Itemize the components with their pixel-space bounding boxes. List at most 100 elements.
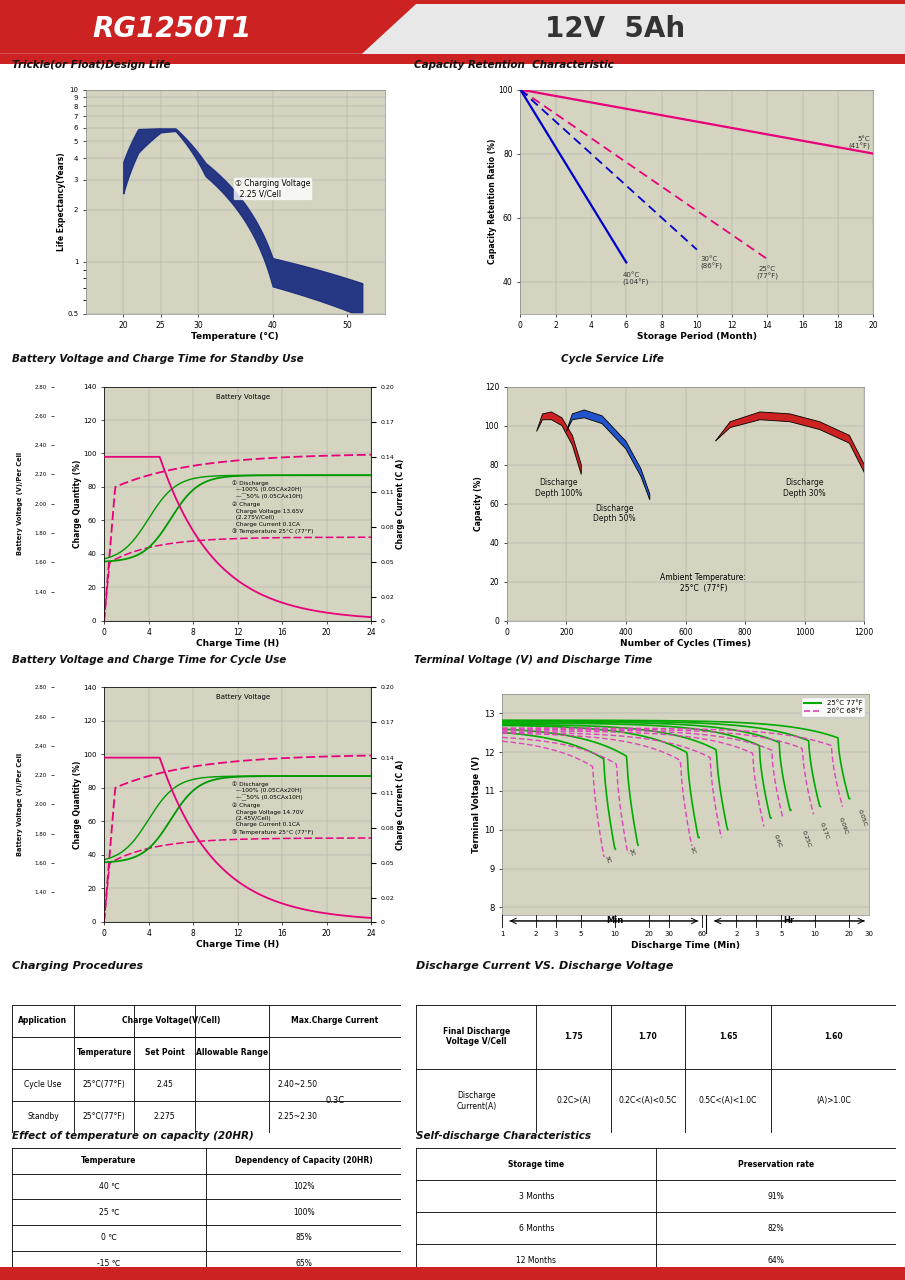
Y-axis label: Terminal Voltage (V): Terminal Voltage (V) <box>472 756 481 852</box>
Text: Dependency of Capacity (20HR): Dependency of Capacity (20HR) <box>234 1156 373 1166</box>
Text: 2.25~2.30: 2.25~2.30 <box>278 1112 318 1121</box>
Text: ① Discharge
  —100% (0.05CAx20H)
  —⁐50% (0.05CAx10H)
② Charge
  Charge Voltage : ① Discharge —100% (0.05CAx20H) —⁐50% (0.… <box>233 480 314 534</box>
Text: 30: 30 <box>864 931 873 937</box>
Text: 25°C(77°F): 25°C(77°F) <box>83 1080 126 1089</box>
Text: 2: 2 <box>734 931 738 937</box>
Text: 0 ℃: 0 ℃ <box>101 1233 117 1243</box>
Text: Hr: Hr <box>783 916 795 925</box>
Text: 0.25C: 0.25C <box>801 829 812 849</box>
Text: 2.45: 2.45 <box>156 1080 173 1089</box>
Text: Discharge
Depth 100%: Discharge Depth 100% <box>535 479 583 498</box>
Text: Discharge
Depth 30%: Discharge Depth 30% <box>784 479 826 498</box>
Text: 12 Months: 12 Months <box>516 1256 557 1265</box>
Text: Max.Charge Current: Max.Charge Current <box>291 1016 378 1025</box>
Text: 100%: 100% <box>293 1207 314 1217</box>
Text: Temperature: Temperature <box>81 1156 137 1166</box>
Text: 0.5C<(A)<1.0C: 0.5C<(A)<1.0C <box>699 1096 757 1106</box>
Text: 2: 2 <box>534 931 538 937</box>
Text: 30: 30 <box>664 931 673 937</box>
Text: 91%: 91% <box>767 1192 785 1201</box>
Text: 0.09C: 0.09C <box>837 817 849 835</box>
Polygon shape <box>567 410 650 499</box>
Text: Final Discharge
Voltage V/Cell: Final Discharge Voltage V/Cell <box>443 1027 510 1047</box>
X-axis label: Charge Time (H): Charge Time (H) <box>196 639 279 648</box>
Text: Ambient Temperature:
25°C  (77°F): Ambient Temperature: 25°C (77°F) <box>661 573 747 593</box>
X-axis label: Number of Cycles (Times): Number of Cycles (Times) <box>620 639 751 648</box>
Text: 1.60: 1.60 <box>824 1032 843 1042</box>
Polygon shape <box>715 412 864 472</box>
Text: Capacity Retention  Characteristic: Capacity Retention Characteristic <box>414 60 614 70</box>
Text: Charging Procedures: Charging Procedures <box>12 961 143 972</box>
Text: Set Point: Set Point <box>145 1048 185 1057</box>
Text: 40 ℃: 40 ℃ <box>99 1181 119 1192</box>
Text: 3C: 3C <box>604 855 612 864</box>
Text: 3: 3 <box>554 931 558 937</box>
Text: 0.2C>(A): 0.2C>(A) <box>556 1096 591 1106</box>
Text: 20: 20 <box>844 931 853 937</box>
Text: (A)>1.0C: (A)>1.0C <box>816 1096 851 1106</box>
Text: 1.75: 1.75 <box>564 1032 583 1042</box>
Text: Discharge Time (Min): Discharge Time (Min) <box>631 941 739 950</box>
Text: 20: 20 <box>644 931 653 937</box>
Text: 5: 5 <box>779 931 784 937</box>
Text: 0.3C: 0.3C <box>325 1096 344 1106</box>
Text: 30°C
(86°F): 30°C (86°F) <box>700 256 722 270</box>
Text: 5: 5 <box>579 931 583 937</box>
Text: 64%: 64% <box>767 1256 785 1265</box>
Text: 0.05C: 0.05C <box>856 809 867 827</box>
Y-axis label: Charge Current (C A): Charge Current (C A) <box>395 759 405 850</box>
Text: Trickle(or Float)Design Life: Trickle(or Float)Design Life <box>12 60 170 70</box>
Text: Temperature: Temperature <box>77 1048 132 1057</box>
Text: Battery Voltage and Charge Time for Cycle Use: Battery Voltage and Charge Time for Cycl… <box>12 655 286 666</box>
Polygon shape <box>0 4 416 54</box>
Text: 5°C
(41°F): 5°C (41°F) <box>848 136 870 151</box>
Text: 1.65: 1.65 <box>719 1032 738 1042</box>
Text: Battery Voltage (V)/Per Cell: Battery Voltage (V)/Per Cell <box>17 452 23 556</box>
Text: 25°C
(77°F): 25°C (77°F) <box>757 266 778 280</box>
Text: Battery Voltage (V)/Per Cell: Battery Voltage (V)/Per Cell <box>17 753 23 856</box>
Text: Battery Voltage and Charge Time for Standby Use: Battery Voltage and Charge Time for Stan… <box>12 355 303 365</box>
Text: ① Discharge
  —100% (0.05CAx20H)
  —⁐50% (0.05CAx10H)
② Charge
  Charge Voltage : ① Discharge —100% (0.05CAx20H) —⁐50% (0.… <box>233 781 314 835</box>
Text: Application: Application <box>18 1016 68 1025</box>
Text: RG1250T1: RG1250T1 <box>92 15 252 44</box>
Text: 1.70: 1.70 <box>638 1032 657 1042</box>
Bar <box>0 0 905 4</box>
Text: 25 ℃: 25 ℃ <box>99 1207 119 1217</box>
Text: 102%: 102% <box>293 1181 314 1192</box>
Text: Battery Voltage: Battery Voltage <box>215 694 270 700</box>
Text: 82%: 82% <box>767 1224 785 1233</box>
Text: 60: 60 <box>698 931 707 937</box>
X-axis label: Charge Time (H): Charge Time (H) <box>196 940 279 948</box>
Text: 25°C(77°F): 25°C(77°F) <box>83 1112 126 1121</box>
Text: Terminal Voltage (V) and Discharge Time: Terminal Voltage (V) and Discharge Time <box>414 655 653 666</box>
Y-axis label: Capacity (%): Capacity (%) <box>474 476 483 531</box>
Text: 1C: 1C <box>689 845 696 855</box>
Text: 2C: 2C <box>628 847 635 856</box>
Text: Cycle Service Life: Cycle Service Life <box>561 355 664 365</box>
Polygon shape <box>537 412 581 475</box>
Text: Self-discharge Characteristics: Self-discharge Characteristics <box>416 1132 591 1142</box>
Text: Effect of temperature on capacity (20HR): Effect of temperature on capacity (20HR) <box>12 1132 253 1142</box>
Text: 3 Months: 3 Months <box>519 1192 554 1201</box>
Text: 0.2C<(A)<0.5C: 0.2C<(A)<0.5C <box>618 1096 677 1106</box>
Text: 1: 1 <box>500 931 504 937</box>
Text: Min: Min <box>606 916 624 925</box>
Y-axis label: Charge Current (C A): Charge Current (C A) <box>395 458 405 549</box>
Text: 2.275: 2.275 <box>154 1112 176 1121</box>
Text: 10: 10 <box>610 931 619 937</box>
Text: Charge Voltage(V/Cell): Charge Voltage(V/Cell) <box>122 1016 221 1025</box>
Y-axis label: Capacity Retention Ratio (%): Capacity Retention Ratio (%) <box>488 140 497 264</box>
Y-axis label: Life Expectancy(Years): Life Expectancy(Years) <box>57 152 66 251</box>
Text: 0.6C: 0.6C <box>772 833 782 849</box>
Text: ① Charging Voltage
  2.25 V/Cell: ① Charging Voltage 2.25 V/Cell <box>235 179 310 198</box>
Text: 65%: 65% <box>295 1258 312 1268</box>
Legend: 25°C 77°F, 20°C 68°F: 25°C 77°F, 20°C 68°F <box>801 698 865 717</box>
Text: 0.17C: 0.17C <box>819 822 830 841</box>
Text: 3: 3 <box>754 931 758 937</box>
Text: 6 Months: 6 Months <box>519 1224 554 1233</box>
Text: 2.40~2.50: 2.40~2.50 <box>278 1080 318 1089</box>
Text: Battery Voltage: Battery Voltage <box>215 393 270 399</box>
Text: Storage time: Storage time <box>508 1160 565 1169</box>
Text: 85%: 85% <box>295 1233 312 1243</box>
Text: 40°C
(104°F): 40°C (104°F) <box>623 271 649 287</box>
